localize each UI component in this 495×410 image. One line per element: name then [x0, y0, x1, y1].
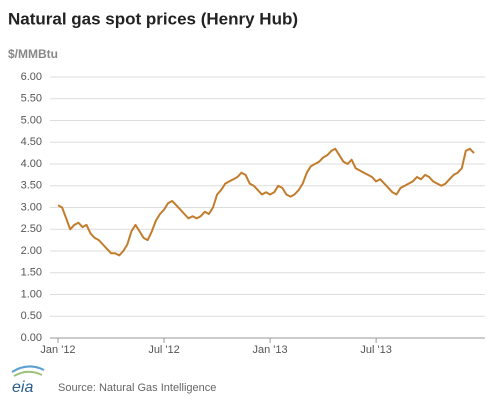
x-tick-label: Jan '12	[40, 344, 75, 356]
source: Source: Natural Gas Intelligence	[58, 382, 216, 394]
y-tick-label: 0.00	[21, 332, 42, 344]
chart-title: Natural gas spot prices (Henry Hub)	[8, 9, 298, 28]
y-axis-label: $/MMBtu	[8, 47, 58, 61]
y-tick-label: 5.50	[21, 93, 42, 105]
y-tick-label: 6.00	[21, 71, 42, 83]
y-tick-label: 2.50	[21, 223, 42, 235]
y-tick-label: 4.50	[21, 136, 42, 148]
y-tick-label: 3.50	[21, 180, 42, 192]
y-tick-label: 0.50	[21, 310, 42, 322]
y-tick-label: 4.00	[21, 158, 42, 170]
y-tick-label: 1.50	[21, 267, 42, 279]
x-tick-label: Jul '12	[148, 344, 179, 356]
y-tick-label: 1.00	[21, 288, 42, 300]
y-tick-label: 5.00	[21, 114, 42, 126]
price-line	[57, 147, 475, 257]
logo-text: eia	[12, 379, 33, 396]
y-tick-label: 2.00	[21, 245, 42, 257]
logo-icon	[11, 365, 45, 377]
x-tick-label: Jan '13	[253, 344, 288, 356]
x-tick-label: Jul '13	[360, 344, 391, 356]
y-tick-label: 3.00	[21, 201, 42, 213]
